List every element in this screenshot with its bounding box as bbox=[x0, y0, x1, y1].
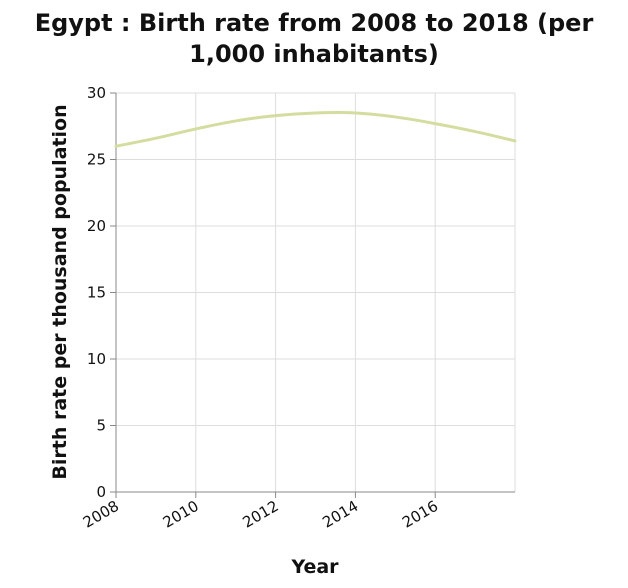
y-tick-label-25: 25 bbox=[87, 151, 106, 169]
y-tick-label-5: 5 bbox=[96, 417, 106, 435]
x-tick-label-2014: 2014 bbox=[319, 497, 361, 532]
chart-title-line-1: Egypt : Birth rate from 2008 to 2018 (pe… bbox=[34, 9, 594, 37]
chart-title: Egypt : Birth rate from 2008 to 2018 (pe… bbox=[0, 8, 628, 70]
axes bbox=[110, 92, 515, 498]
grid-lines bbox=[115, 92, 516, 493]
y-tick-label-10: 10 bbox=[87, 350, 106, 368]
x-tick-label-2008: 2008 bbox=[80, 497, 122, 532]
y-axis-title: Birth rate per thousand population bbox=[49, 104, 71, 479]
tick-labels: 0 5 10 15 20 25 30 2008 2010 2012 2014 2016 bbox=[80, 84, 441, 532]
x-tick-label-2016: 2016 bbox=[399, 497, 441, 532]
x-tick-label-2010: 2010 bbox=[160, 497, 202, 532]
x-tick-label-2012: 2012 bbox=[240, 497, 282, 532]
x-axis-title: Year bbox=[290, 556, 339, 578]
y-tick-label-15: 15 bbox=[87, 284, 106, 302]
series-line-0 bbox=[114, 111, 517, 148]
series-layer bbox=[114, 111, 517, 148]
y-tick-label-20: 20 bbox=[87, 217, 106, 235]
chart-title-line-2: 1,000 inhabitants) bbox=[189, 40, 439, 68]
y-tick-label-30: 30 bbox=[87, 84, 106, 102]
y-tick-label-0: 0 bbox=[96, 483, 106, 501]
